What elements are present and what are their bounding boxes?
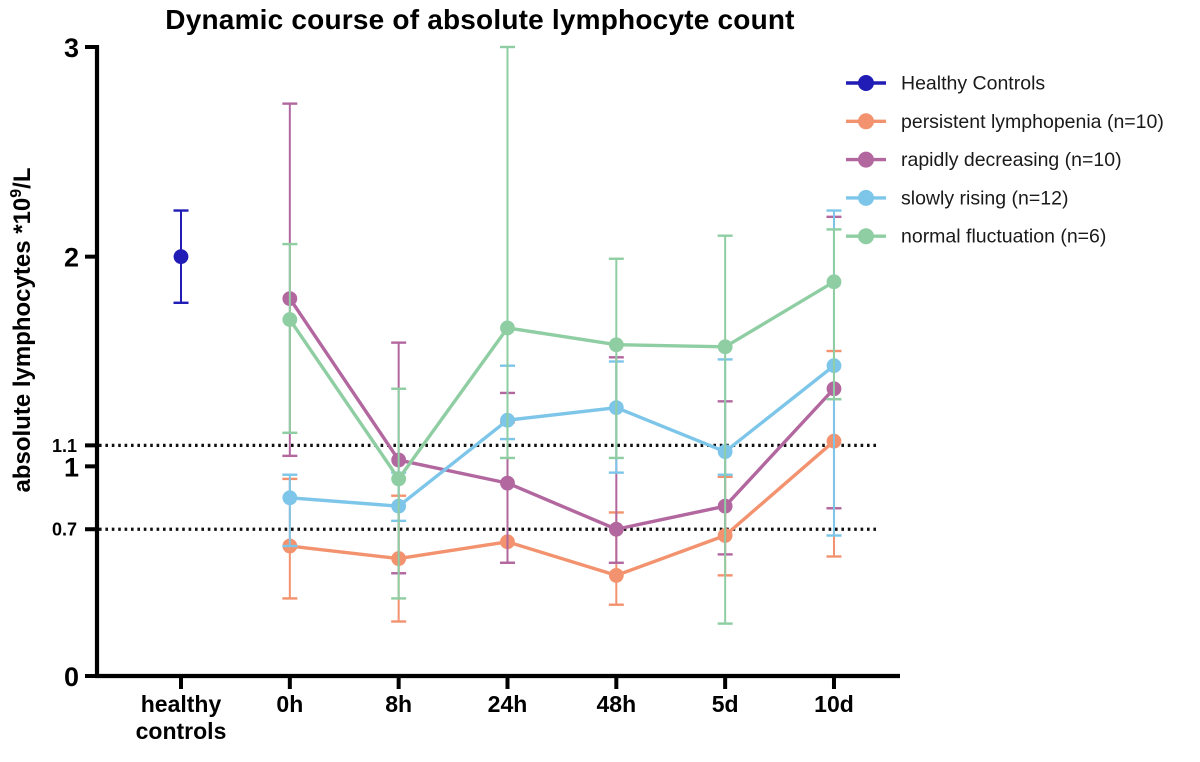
legend-label: rapidly decreasing (n=10) [901,149,1122,171]
x-tick-label: 0h [276,691,303,717]
x-tick-label: 8h [385,691,412,717]
y-axis-title: absolute lymphocytes *109/L [8,167,36,492]
legend-marker-icon [858,113,874,130]
legend-label: normal fluctuation (n=6) [901,226,1106,248]
data-point [826,274,842,290]
y-tick-label: 3 [64,33,79,63]
reference-lines [99,443,876,531]
legend-marker-icon [858,189,874,206]
y-tick-label: 1 [64,452,79,482]
legend-item: slowly rising (n=12) [846,187,1068,209]
series-line [288,296,836,531]
series-line [288,363,836,508]
x-tick-label: 48h [596,691,636,717]
legend-item: persistent lymphopenia (n=10) [846,111,1164,133]
data-point [500,320,515,336]
legend-marker-icon [858,75,874,91]
legend-marker-icon [858,228,874,245]
series-line [288,439,836,578]
legend-item: normal fluctuation (n=6) [846,226,1106,248]
chart-title: Dynamic course of absolute lymphocyte co… [165,4,795,35]
x-tick-label: 24h [488,691,528,717]
data-point [608,521,624,537]
legend-label: Healthy Controls [901,73,1045,95]
data-point [282,312,298,327]
data-point [391,471,407,487]
series-persistent-lymphopenia-n-10- [282,349,842,623]
axes: 0 0.7 11.1 2 3 healthy controls 0h 8h 24h 48h 5d 10d [52,33,900,744]
y-tick-label: 0.7 [52,520,77,540]
data-point [608,337,624,353]
series-normal-fluctuation-n-6- [282,45,842,625]
legend-label: slowly rising (n=12) [901,187,1068,209]
series-line [288,280,836,481]
x-tick-label: 10d [814,691,854,717]
data-point [173,249,189,265]
legend-label: persistent lymphopenia (n=10) [901,111,1164,133]
data-point [500,475,515,491]
series-healthy-controls [173,209,189,304]
data-point [608,567,624,583]
series-slowly-rising-n-12- [282,209,842,548]
y-tick-label: 2 [64,243,79,273]
legend: Healthy Controls persistent lymphopenia (… [846,73,1164,248]
legend-item: rapidly decreasing (n=10) [846,149,1122,171]
y-tick-label: 0 [64,662,79,692]
legend-marker-icon [858,151,874,168]
y-tick-label: 1.1 [52,436,77,456]
data-point [282,490,298,506]
data-point [717,339,733,355]
legend-item: Healthy Controls [846,73,1045,95]
x-tick-label: healthy controls [136,691,227,744]
x-tick-label: 5d [712,691,739,717]
